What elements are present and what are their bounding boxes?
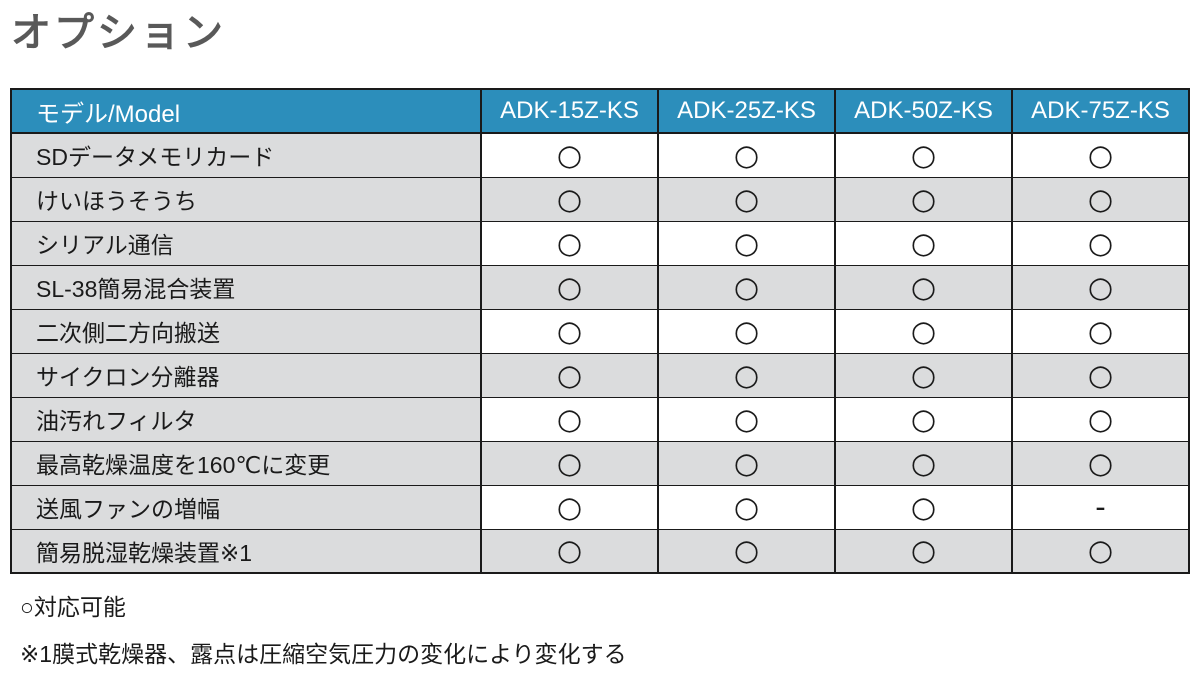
availability-mark: ○ xyxy=(1011,440,1190,486)
availability-mark: ○ xyxy=(1011,220,1190,266)
availability-mark: ○ xyxy=(834,528,1013,574)
availability-mark: ○ xyxy=(834,132,1013,178)
availability-mark: ○ xyxy=(480,440,659,486)
availability-mark: ○ xyxy=(480,132,659,178)
header-cell-adk-75z-ks: ADK-75Z-KS xyxy=(1011,88,1190,134)
header-cell-adk-50z-ks: ADK-50Z-KS xyxy=(834,88,1013,134)
availability-mark: ○ xyxy=(834,440,1013,486)
table-row-sl38-mixer: SL-38簡易混合装置 ○ ○ ○ ○ xyxy=(10,264,1190,310)
table-row-serial-comm: シリアル通信 ○ ○ ○ ○ xyxy=(10,220,1190,266)
table-body: SDデータメモリカード ○ ○ ○ ○ けいほうそうち ○ ○ ○ ○ シリアル… xyxy=(10,132,1190,574)
availability-mark: ○ xyxy=(657,132,836,178)
availability-mark: ○ xyxy=(1011,396,1190,442)
availability-mark: ○ xyxy=(657,264,836,310)
availability-mark: ○ xyxy=(834,396,1013,442)
row-label: 二次側二方向搬送 xyxy=(10,308,482,354)
legend-note: ※1膜式乾燥器、露点は圧縮空気圧力の変化により変化する xyxy=(20,641,627,667)
availability-mark: ○ xyxy=(834,220,1013,266)
availability-mark: ○ xyxy=(480,528,659,574)
availability-mark: ○ xyxy=(480,396,659,442)
availability-mark: ○ xyxy=(657,440,836,486)
availability-mark: ○ xyxy=(480,352,659,398)
availability-mark: ○ xyxy=(1011,176,1190,222)
row-label: 送風ファンの増幅 xyxy=(10,484,482,530)
availability-mark: ○ xyxy=(1011,132,1190,178)
availability-mark: ○ xyxy=(657,396,836,442)
row-label: 油汚れフィルタ xyxy=(10,396,482,442)
table-row-max-temp-160: 最高乾燥温度を160℃に変更 ○ ○ ○ ○ xyxy=(10,440,1190,486)
availability-mark: ○ xyxy=(480,484,659,530)
row-label: 最高乾燥温度を160℃に変更 xyxy=(10,440,482,486)
legend: ○対応可能 ※1膜式乾燥器、露点は圧縮空気圧力の変化により変化する xyxy=(20,592,627,669)
page-title: オプション xyxy=(11,11,226,55)
options-table: モデル/Model ADK-15Z-KS ADK-25Z-KS ADK-50Z-… xyxy=(10,88,1190,574)
availability-mark: ○ xyxy=(657,484,836,530)
availability-mark: ○ xyxy=(480,308,659,354)
availability-mark: ○ xyxy=(1011,352,1190,398)
availability-mark: ○ xyxy=(834,176,1013,222)
availability-mark: ○ xyxy=(1011,264,1190,310)
table-header: モデル/Model ADK-15Z-KS ADK-25Z-KS ADK-50Z-… xyxy=(10,88,1190,134)
row-label: 簡易脱湿乾燥装置※1 xyxy=(10,528,482,574)
row-label: けいほうそうち xyxy=(10,176,482,222)
availability-mark: ○ xyxy=(834,264,1013,310)
availability-mark: ○ xyxy=(1011,308,1190,354)
header-cell-adk-15z-ks: ADK-15Z-KS xyxy=(480,88,659,134)
availability-mark: ○ xyxy=(834,484,1013,530)
table-row-alarm-device: けいほうそうち ○ ○ ○ ○ xyxy=(10,176,1190,222)
table-row-sd-memory-card: SDデータメモリカード ○ ○ ○ ○ xyxy=(10,132,1190,178)
legend-available: ○対応可能 xyxy=(20,594,126,620)
row-label: SL-38簡易混合装置 xyxy=(10,264,482,310)
availability-mark: ○ xyxy=(1011,528,1190,574)
table-row-secondary-two-way: 二次側二方向搬送 ○ ○ ○ ○ xyxy=(10,308,1190,354)
availability-mark: ○ xyxy=(480,220,659,266)
header-row: モデル/Model ADK-15Z-KS ADK-25Z-KS ADK-50Z-… xyxy=(10,88,1190,134)
table-row-oil-filter: 油汚れフィルタ ○ ○ ○ ○ xyxy=(10,396,1190,442)
availability-mark: ○ xyxy=(657,528,836,574)
header-cell-model: モデル/Model xyxy=(10,88,482,134)
availability-mark: ○ xyxy=(657,352,836,398)
availability-mark: ○ xyxy=(657,220,836,266)
header-cell-adk-25z-ks: ADK-25Z-KS xyxy=(657,88,836,134)
row-label: サイクロン分離器 xyxy=(10,352,482,398)
row-label: SDデータメモリカード xyxy=(10,132,482,178)
row-label: シリアル通信 xyxy=(10,220,482,266)
availability-mark: ○ xyxy=(834,308,1013,354)
table-row-blower-fan-boost: 送風ファンの増幅 ○ ○ ○ - xyxy=(10,484,1190,530)
availability-mark: ○ xyxy=(657,308,836,354)
availability-mark: ○ xyxy=(480,176,659,222)
table-row-cyclone-separator: サイクロン分離器 ○ ○ ○ ○ xyxy=(10,352,1190,398)
availability-mark: ○ xyxy=(480,264,659,310)
table-row-simple-dehumidifier: 簡易脱湿乾燥装置※1 ○ ○ ○ ○ xyxy=(10,528,1190,574)
availability-mark: ○ xyxy=(657,176,836,222)
availability-mark: - xyxy=(1011,484,1190,530)
availability-mark: ○ xyxy=(834,352,1013,398)
